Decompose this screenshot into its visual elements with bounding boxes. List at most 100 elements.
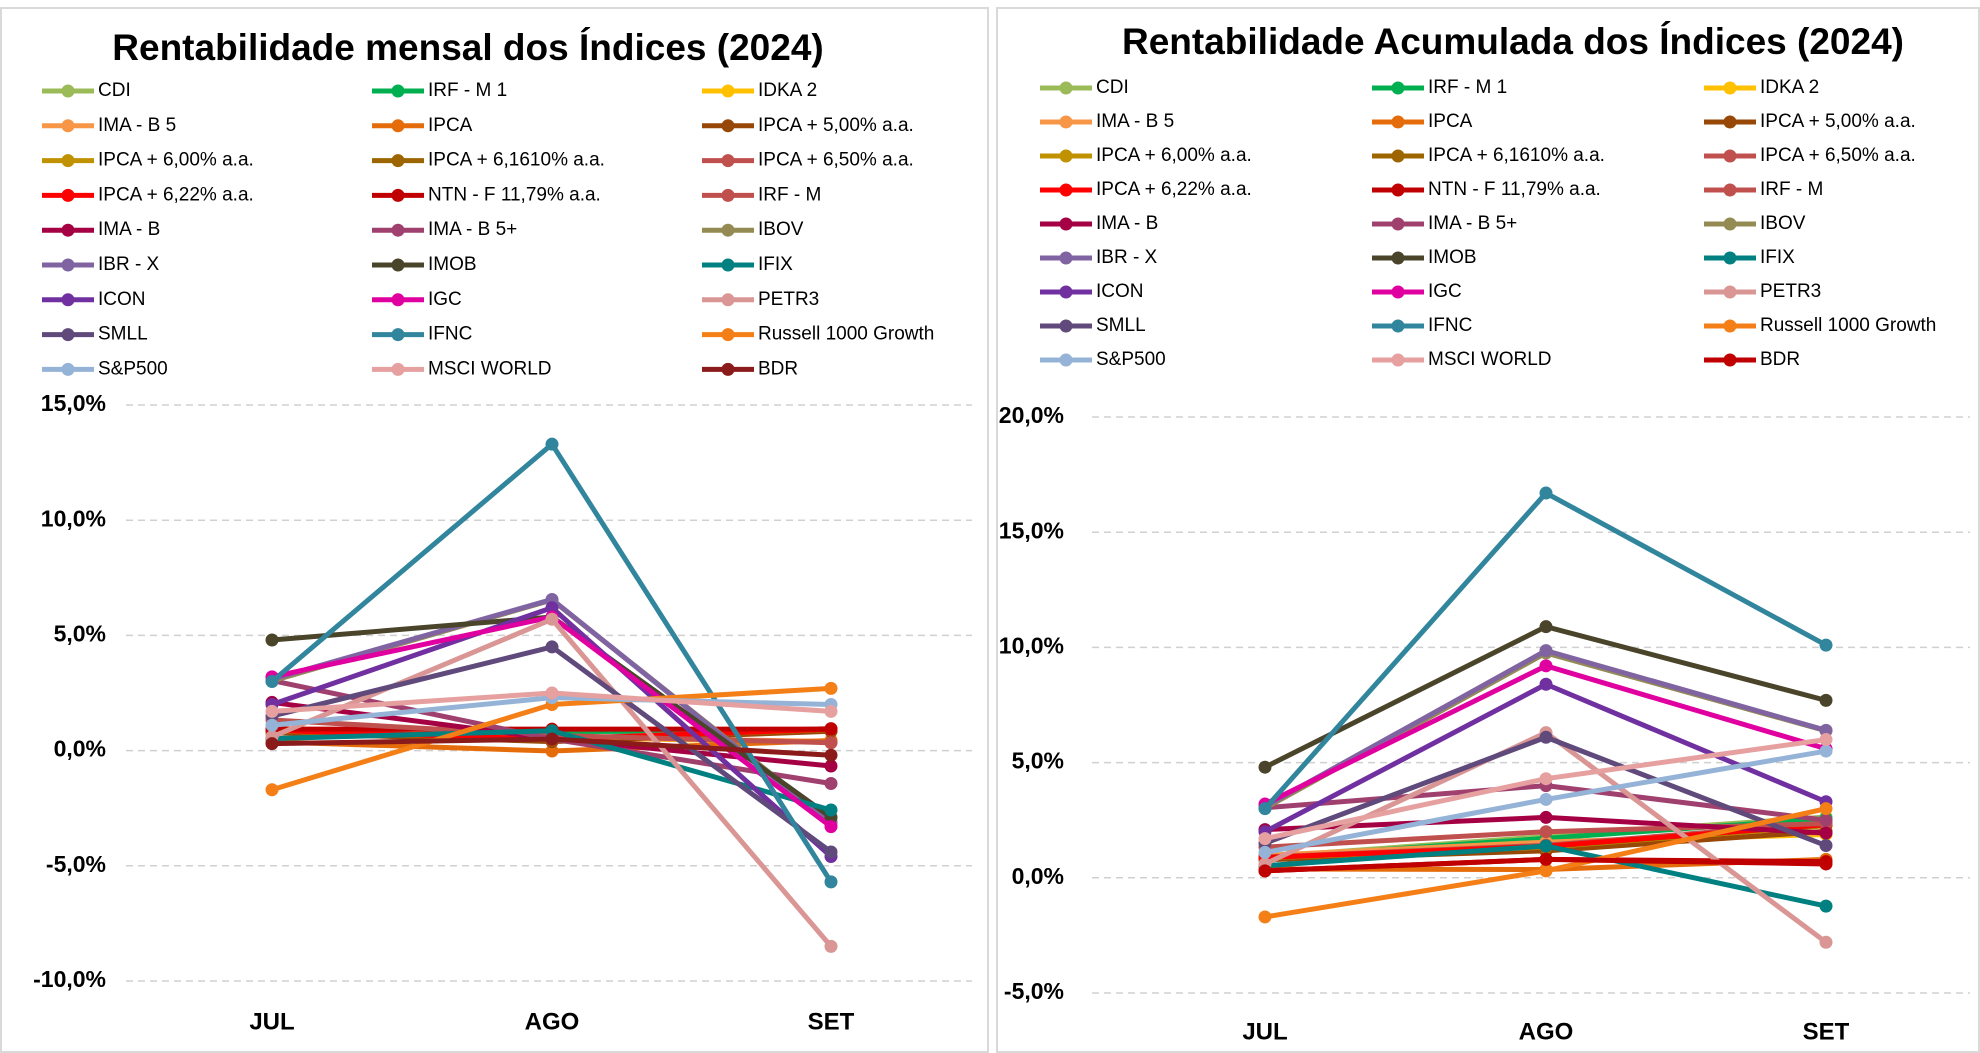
- legend-label: IMA - B: [1096, 213, 1158, 234]
- legend-marker: [1059, 149, 1073, 163]
- data-point: [1819, 813, 1833, 827]
- legend-label: SMLL: [1096, 315, 1146, 336]
- legend-marker: [391, 258, 405, 272]
- legend-label: S&P500: [98, 358, 168, 379]
- legend-label: IPCA + 6,1610% a.a.: [428, 150, 605, 171]
- data-point: [1819, 935, 1833, 949]
- legend-label: IBOV: [758, 219, 804, 240]
- legend-marker: [1059, 217, 1073, 231]
- data-point: [265, 633, 279, 647]
- legend-label: IPCA + 6,22% a.a.: [98, 184, 254, 205]
- legend-label: IPCA + 5,00% a.a.: [758, 115, 914, 136]
- data-point: [1819, 723, 1833, 737]
- legend-label: IBR - X: [1096, 247, 1158, 268]
- legend-marker: [1059, 81, 1073, 95]
- data-point: [1539, 825, 1553, 839]
- legend-marker: [1391, 251, 1405, 265]
- legend-label: NTN - F 11,79% a.a.: [428, 184, 601, 205]
- data-point: [1539, 644, 1553, 658]
- legend-marker: [391, 154, 405, 168]
- y-tick-label: 5,0%: [54, 620, 106, 646]
- legend-marker: [721, 362, 735, 376]
- legend-label: IPCA: [428, 115, 473, 136]
- legend-marker: [1723, 149, 1737, 163]
- data-point: [1258, 760, 1272, 774]
- data-point: [824, 845, 838, 859]
- data-point: [1539, 810, 1553, 824]
- data-point: [824, 722, 838, 736]
- y-tick-label: 10,0%: [41, 505, 106, 531]
- data-point: [1819, 638, 1833, 652]
- data-point: [824, 803, 838, 817]
- legend-marker: [1391, 217, 1405, 231]
- data-point: [824, 704, 838, 718]
- data-point: [545, 437, 559, 451]
- legend-marker: [1391, 115, 1405, 129]
- legend-marker: [721, 258, 735, 272]
- legend-label: IFNC: [1428, 315, 1472, 336]
- data-point: [1539, 852, 1553, 866]
- legend-label: IMA - B 5: [98, 115, 176, 136]
- data-point: [545, 744, 559, 758]
- data-point: [1539, 864, 1553, 878]
- data-point: [1819, 826, 1833, 840]
- y-tick-label: 0,0%: [54, 736, 106, 762]
- data-point: [265, 783, 279, 797]
- data-point: [545, 612, 559, 626]
- data-point: [824, 748, 838, 762]
- legend-marker: [391, 362, 405, 376]
- legend-label: IMOB: [1428, 247, 1477, 268]
- data-point: [1258, 910, 1272, 924]
- data-point: [824, 759, 838, 773]
- legend-label: CDI: [1096, 77, 1129, 98]
- x-tick-label: AGO: [1519, 1018, 1574, 1045]
- data-point: [1539, 620, 1553, 634]
- legend-marker: [1059, 251, 1073, 265]
- data-point: [1819, 744, 1833, 758]
- legend-marker: [1059, 353, 1073, 367]
- legend-label: IPCA + 5,00% a.a.: [1760, 111, 1916, 132]
- y-tick-label: 5,0%: [1012, 748, 1064, 774]
- legend-marker: [1059, 183, 1073, 197]
- data-point: [1819, 802, 1833, 816]
- data-point: [1819, 839, 1833, 853]
- legend-label: IGC: [1428, 281, 1462, 302]
- legend-label: PETR3: [758, 289, 819, 310]
- data-point: [824, 875, 838, 889]
- legend-marker: [721, 328, 735, 342]
- legend-marker: [721, 154, 735, 168]
- legend-marker: [61, 223, 75, 237]
- y-tick-label: 10,0%: [999, 632, 1064, 658]
- legend-marker: [1391, 81, 1405, 95]
- legend-label: IPCA + 6,00% a.a.: [1096, 145, 1252, 166]
- legend-marker: [1391, 183, 1405, 197]
- legend-marker: [1391, 353, 1405, 367]
- series-line: [270, 441, 834, 884]
- data-point: [265, 704, 279, 718]
- legend-marker: [1059, 319, 1073, 333]
- data-point: [545, 686, 559, 700]
- legend-label: IMA - B 5+: [1428, 213, 1517, 234]
- legend-marker: [721, 84, 735, 98]
- x-tick-label: SET: [1803, 1018, 1850, 1045]
- data-point: [545, 640, 559, 654]
- legend-marker: [391, 84, 405, 98]
- legend-label: IMA - B 5: [1096, 111, 1174, 132]
- legend-marker: [1391, 319, 1405, 333]
- legend-marker: [1723, 251, 1737, 265]
- data-point: [824, 820, 838, 834]
- panel-border: [996, 7, 1980, 1053]
- legend-marker: [61, 154, 75, 168]
- data-point: [1819, 733, 1833, 747]
- legend-label: S&P500: [1096, 349, 1166, 370]
- y-tick-label: -5,0%: [46, 851, 106, 877]
- legend-label: ICON: [1096, 281, 1144, 302]
- legend-label: IPCA + 6,1610% a.a.: [1428, 145, 1605, 166]
- legend-label: NTN - F 11,79% a.a.: [1428, 179, 1601, 200]
- legend-label: IBOV: [1760, 213, 1806, 234]
- legend-marker: [1723, 183, 1737, 197]
- data-point: [1819, 857, 1833, 871]
- data-point: [1539, 730, 1553, 744]
- legend-label: IRF - M: [758, 184, 821, 205]
